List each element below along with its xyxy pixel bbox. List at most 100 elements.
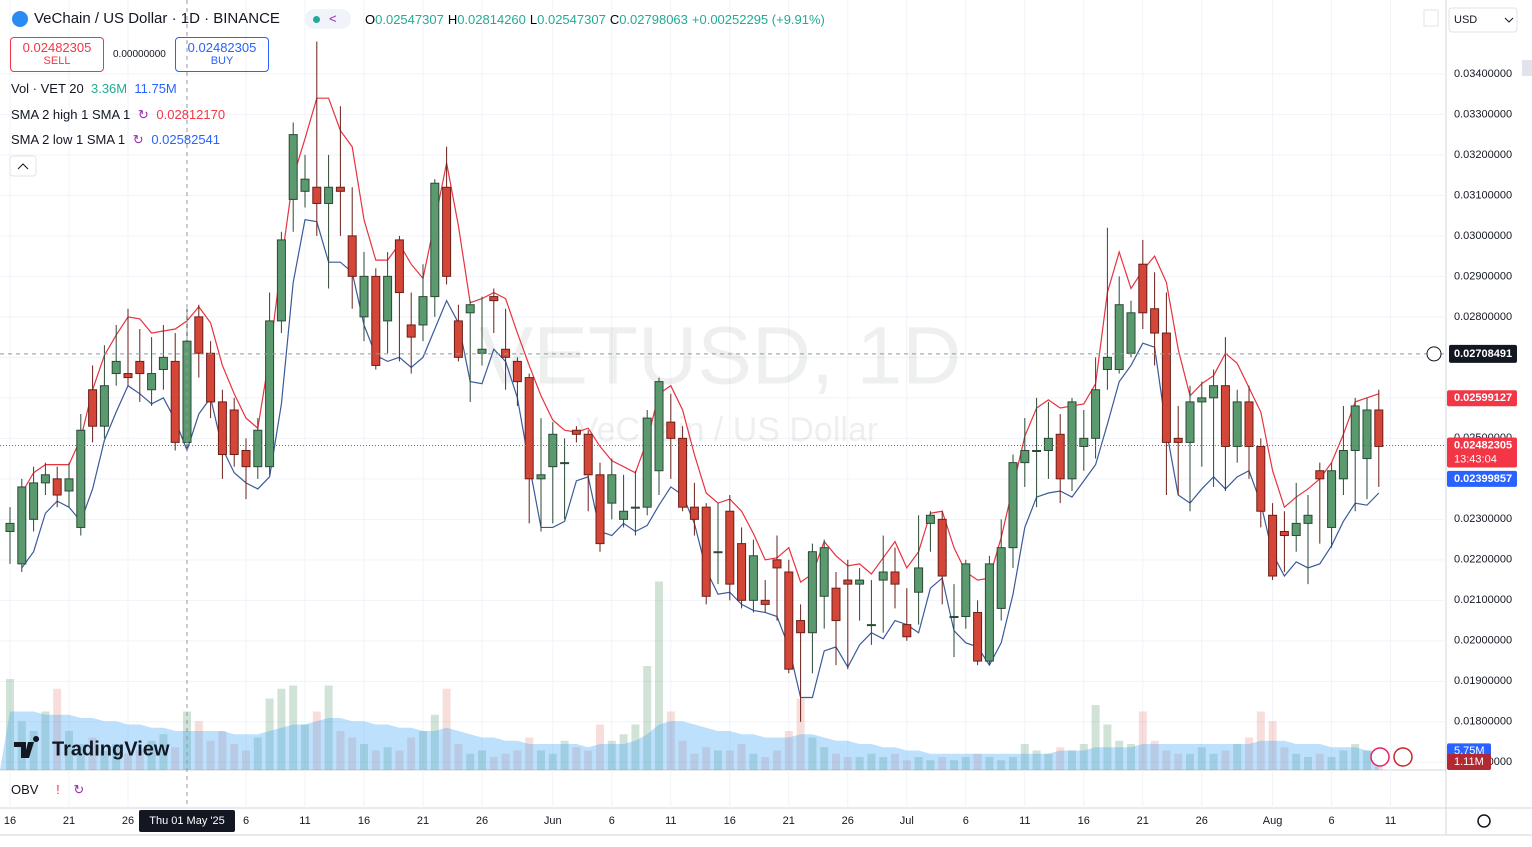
y-tick-label: 0.02800000: [1454, 311, 1512, 323]
buy-button[interactable]: 0.02482305 BUY: [175, 37, 269, 72]
volume-bar: [773, 750, 781, 770]
volume-bar: [171, 747, 180, 770]
y-tick-label: 0.02300000: [1454, 513, 1512, 525]
volume-bar: [100, 750, 109, 770]
volume-bar: [914, 757, 923, 770]
volume-bar: [1103, 724, 1112, 770]
sma-high-legend: SMA 2 high 1 SMA 1 ↻ 0.02812170: [11, 107, 225, 123]
maximize-icon[interactable]: [1423, 9, 1439, 27]
y-tick-label: 0.02200000: [1454, 554, 1512, 566]
price-tag: [1447, 470, 1517, 487]
ohlc-key: O: [365, 12, 376, 27]
volume-bar: [360, 744, 368, 770]
candle-body: [1150, 308, 1160, 334]
volume-bar: [442, 688, 451, 770]
candle-body: [76, 429, 86, 528]
candle-body: [1256, 445, 1266, 512]
volume-bar: [124, 753, 132, 770]
candle-body: [925, 514, 935, 524]
volume-bar: [596, 724, 604, 770]
volume-bar: [242, 750, 250, 770]
x-tick-label: 11: [299, 815, 310, 827]
candle-body: [394, 239, 404, 294]
x-tick-label: 11: [1385, 815, 1396, 827]
volume-bar: [1079, 744, 1088, 770]
volume-bar: [784, 731, 793, 770]
candle-body: [1126, 312, 1136, 354]
y-tick-label: 0.01800000: [1454, 716, 1512, 728]
volume-bar: [206, 740, 215, 770]
candle-body: [217, 401, 227, 456]
volume-bar: [1351, 744, 1360, 770]
flag-icon[interactable]: [1393, 747, 1413, 767]
candle-body: [512, 360, 522, 383]
volume-bar: [1339, 750, 1348, 770]
volume-bar: [1327, 757, 1336, 770]
x-tick-label: 21: [63, 815, 75, 827]
candle-body: [961, 563, 971, 618]
volume-legend-title: Vol · VET 20: [11, 81, 84, 96]
y-tick-label: 0.01900000: [1454, 675, 1512, 687]
volume-bar: [1068, 750, 1076, 770]
candle-body: [1091, 389, 1101, 439]
scroll-handle[interactable]: [1522, 60, 1532, 76]
candle-body: [40, 474, 50, 484]
candle-body: [52, 478, 62, 496]
y-tick-label: 0.03300000: [1454, 108, 1512, 120]
volume-bar: [6, 679, 14, 770]
volume-bar: [324, 685, 333, 770]
candle-body: [571, 429, 581, 435]
sma-high-icon[interactable]: ↻: [137, 107, 149, 122]
volume-bar: [832, 753, 840, 770]
volume-bar: [820, 747, 829, 770]
y-tick-label: 0.03400000: [1454, 68, 1512, 80]
volume-bar: [702, 747, 711, 770]
flash-icon[interactable]: [1370, 747, 1390, 767]
candle-body: [158, 356, 168, 370]
candle-body: [689, 506, 699, 520]
candle-body: [548, 433, 558, 468]
collapse-button[interactable]: [9, 155, 37, 177]
buy-price: 0.02482305: [187, 40, 257, 55]
x-tick-label: 16: [4, 815, 16, 827]
sell-button[interactable]: 0.02482305 SELL: [10, 37, 104, 72]
volume-bar: [961, 757, 970, 770]
volume-bar: [973, 753, 982, 770]
volume-bar: [714, 750, 722, 770]
volume-bar: [1020, 744, 1029, 770]
candle-body: [1138, 263, 1148, 314]
volume-tag: [1447, 754, 1491, 770]
candle-body: [973, 611, 983, 662]
sma-low-legend: SMA 2 low 1 SMA 1 ↻ 0.02582541: [11, 132, 220, 148]
sma-low-icon[interactable]: ↻: [132, 132, 144, 147]
volume-bar: [690, 753, 699, 770]
obv-icon[interactable]: ↻: [73, 782, 85, 797]
candle-body: [607, 474, 617, 504]
volume-bar: [867, 753, 876, 770]
obv-legend: OBV ! ↻: [11, 782, 84, 798]
y-tick-label: 0.03200000: [1454, 149, 1512, 161]
volume-bar: [855, 757, 864, 770]
candle-body: [418, 296, 428, 326]
crosshair-price: 0.02708491: [1454, 348, 1512, 360]
candle-body: [949, 616, 959, 619]
currency-select[interactable]: [1448, 7, 1518, 33]
candle-body: [1244, 401, 1254, 447]
candle-body: [855, 579, 865, 585]
volume-bar: [1245, 737, 1253, 770]
candle-body: [595, 474, 605, 545]
x-tick-label: 21: [1137, 815, 1149, 827]
volume: [0, 581, 1383, 770]
candle-body: [5, 522, 15, 532]
obv-warning[interactable]: !: [56, 782, 60, 797]
candle-body: [619, 510, 629, 520]
ohlc-value: 0.02547307: [537, 12, 606, 27]
symbol-title[interactable]: VeChain / US Dollar · 1D · BINANCE: [34, 10, 280, 27]
settings-icon[interactable]: [1477, 814, 1491, 828]
candle-body: [654, 381, 664, 472]
candle-body: [335, 186, 345, 192]
status-pill[interactable]: [305, 9, 351, 29]
candle-body: [1232, 401, 1242, 447]
candle-body: [501, 348, 511, 358]
volume-bar: [1115, 740, 1124, 770]
